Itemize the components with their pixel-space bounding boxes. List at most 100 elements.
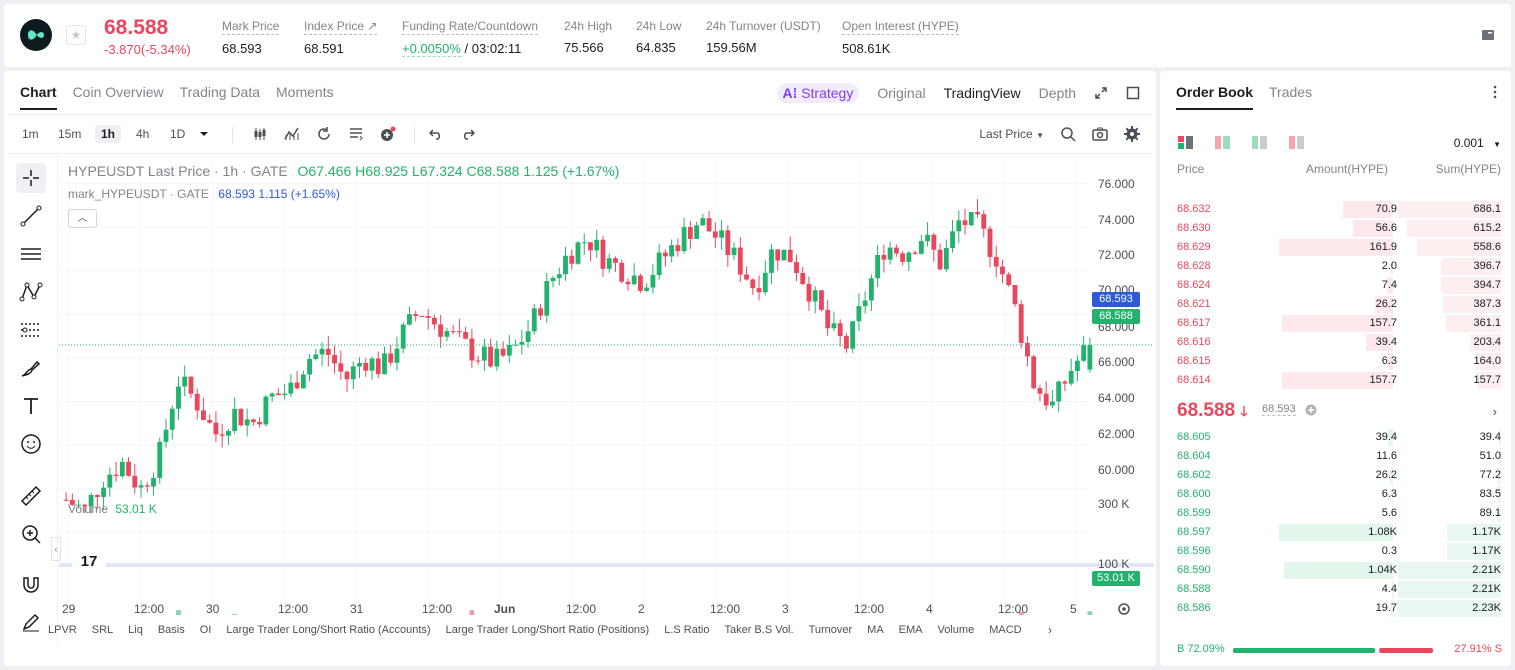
strategy-button[interactable]: A⁞ Strategy xyxy=(777,83,860,103)
bid-row[interactable]: 68.600 6.3 83.5 xyxy=(1160,485,1511,504)
text-icon[interactable] xyxy=(16,391,46,421)
settings-gear-icon[interactable] xyxy=(1124,126,1140,142)
tab-chart[interactable]: Chart xyxy=(20,84,57,110)
x-tick: Jun xyxy=(494,602,515,616)
stat-value: 64.835 xyxy=(636,40,681,55)
indicator-item[interactable]: Taker B.S Vol. xyxy=(724,624,793,636)
ask-row[interactable]: 68.632 70.9 686.1 xyxy=(1160,200,1511,219)
tab-order-book[interactable]: Order Book xyxy=(1176,84,1253,110)
chevron-right-icon[interactable]: › xyxy=(1493,404,1497,419)
indicator-item[interactable]: Volume xyxy=(938,624,975,636)
ask-row[interactable]: 68.630 56.6 615.2 xyxy=(1160,219,1511,238)
candle-body xyxy=(688,227,693,239)
indicator-item[interactable]: OI xyxy=(200,624,212,636)
tf-1h[interactable]: 1h xyxy=(95,125,121,143)
candle-body xyxy=(569,256,574,264)
camera-icon[interactable] xyxy=(1092,126,1108,142)
tab-trades[interactable]: Trades xyxy=(1269,84,1312,110)
undo-icon[interactable] xyxy=(428,126,444,142)
indicator-item[interactable]: Liq xyxy=(128,624,143,636)
trend-line-icon[interactable] xyxy=(16,201,46,231)
emoji-icon[interactable] xyxy=(16,429,46,459)
indicator-item[interactable]: Large Trader Long/Short Ratio (Accounts) xyxy=(226,624,430,636)
tf-15m[interactable]: 15m xyxy=(52,125,87,143)
bid-row[interactable]: 68.602 26.2 77.2 xyxy=(1160,466,1511,485)
bid-row[interactable]: 68.604 11.6 51.0 xyxy=(1160,447,1511,466)
horizontal-lines-icon[interactable] xyxy=(16,239,46,269)
stat-index-price[interactable]: Index Price ↗ 68.591 xyxy=(304,19,377,56)
crosshair-icon[interactable] xyxy=(16,163,46,193)
ask-row[interactable]: 68.617 157.7 361.1 xyxy=(1160,314,1511,333)
pattern-icon[interactable] xyxy=(16,277,46,307)
precision-select[interactable]: 0.001 ▼ xyxy=(1454,136,1501,150)
tab-moments[interactable]: Moments xyxy=(276,84,334,110)
favorite-star-icon[interactable]: ★ xyxy=(66,25,86,45)
ask-row[interactable]: 68.615 6.3 164.0 xyxy=(1160,352,1511,371)
tab-original[interactable]: Original xyxy=(877,85,925,101)
candlestick-chart[interactable] xyxy=(59,155,1154,615)
more-menu-icon[interactable] xyxy=(1493,85,1497,99)
bid-row[interactable]: 68.597 1.08K 1.17K xyxy=(1160,523,1511,542)
candle-body xyxy=(288,383,293,394)
ask-row[interactable]: 68.614 157.7 157.7 xyxy=(1160,371,1511,390)
chart-settings-icon[interactable] xyxy=(1116,601,1132,617)
indicator-item[interactable]: LPVR xyxy=(48,624,77,636)
tab-depth[interactable]: Depth xyxy=(1039,85,1076,101)
add-indicator-icon[interactable] xyxy=(380,126,396,142)
ask-row[interactable]: 68.624 7.4 394.7 xyxy=(1160,276,1511,295)
ask-row[interactable]: 68.629 161.9 558.6 xyxy=(1160,238,1511,257)
candle-body xyxy=(332,355,337,363)
candle-body xyxy=(463,332,468,339)
ask-row[interactable]: 68.616 39.4 203.4 xyxy=(1160,333,1511,352)
bid-row[interactable]: 68.586 19.7 2.23K xyxy=(1160,599,1511,618)
both-sides-icon[interactable] xyxy=(1177,135,1194,150)
indicator-item[interactable]: MACD xyxy=(989,624,1021,636)
bid-row[interactable]: 68.596 0.3 1.17K xyxy=(1160,542,1511,561)
tf-4h[interactable]: 4h xyxy=(130,125,155,143)
indicator-item[interactable]: L.S Ratio xyxy=(664,624,709,636)
candle-body xyxy=(650,275,655,288)
fibonacci-icon[interactable] xyxy=(16,315,46,345)
search-icon[interactable] xyxy=(1060,126,1076,142)
tf-1d[interactable]: 1D xyxy=(164,125,191,143)
fullscreen-icon[interactable] xyxy=(1126,86,1140,100)
indicator-item[interactable]: EMA xyxy=(899,624,923,636)
bid-row[interactable]: 68.590 1.04K 2.21K xyxy=(1160,561,1511,580)
indicator-item[interactable]: Turnover xyxy=(809,624,853,636)
indicator-item[interactable]: MA xyxy=(867,624,884,636)
chevron-down-icon[interactable] xyxy=(196,126,212,142)
price-type-select[interactable]: Last Price ▼ xyxy=(979,127,1044,141)
tf-1m[interactable]: 1m xyxy=(16,125,45,143)
templates-icon[interactable] xyxy=(348,126,364,142)
zoom-in-icon[interactable] xyxy=(16,519,46,549)
buy-sell-icon[interactable] xyxy=(1214,135,1231,150)
replay-icon[interactable] xyxy=(316,126,332,142)
magnet-icon[interactable] xyxy=(16,569,46,599)
bids-only-icon[interactable] xyxy=(1251,135,1268,150)
tab-trading-data[interactable]: Trading Data xyxy=(180,84,260,110)
redo-icon[interactable] xyxy=(460,126,476,142)
expand-icon[interactable] xyxy=(1094,86,1108,100)
ruler-icon[interactable] xyxy=(16,481,46,511)
candle-type-icon[interactable] xyxy=(252,126,268,142)
mark-info-icon[interactable] xyxy=(1305,404,1317,416)
contract-info-icon[interactable] xyxy=(1481,28,1495,42)
ask-row[interactable]: 68.628 2.0 396.7 xyxy=(1160,257,1511,276)
indicator-item[interactable]: Basis xyxy=(158,624,185,636)
tradingview-logo[interactable]: 17 xyxy=(72,551,106,573)
tab-coin-overview[interactable]: Coin Overview xyxy=(73,84,164,110)
collapse-legend-button[interactable]: ︿ xyxy=(68,209,97,228)
indicators-icon[interactable] xyxy=(284,126,300,142)
bid-row[interactable]: 68.599 5.6 89.1 xyxy=(1160,504,1511,523)
asks-only-icon[interactable] xyxy=(1288,135,1305,150)
indicator-item[interactable]: Large Trader Long/Short Ratio (Positions… xyxy=(446,624,650,636)
pencil-lock-icon[interactable] xyxy=(16,607,46,637)
tab-tradingview[interactable]: TradingView xyxy=(944,85,1021,101)
chevron-right-icon[interactable]: › xyxy=(1048,623,1052,637)
ask-row[interactable]: 68.621 26.2 387.3 xyxy=(1160,295,1511,314)
brush-icon[interactable] xyxy=(16,353,46,383)
indicator-item[interactable]: SRL xyxy=(92,624,113,636)
bid-row[interactable]: 68.588 4.4 2.21K xyxy=(1160,580,1511,599)
candle-body xyxy=(1062,382,1067,384)
bid-row[interactable]: 68.605 39.4 39.4 xyxy=(1160,428,1511,447)
